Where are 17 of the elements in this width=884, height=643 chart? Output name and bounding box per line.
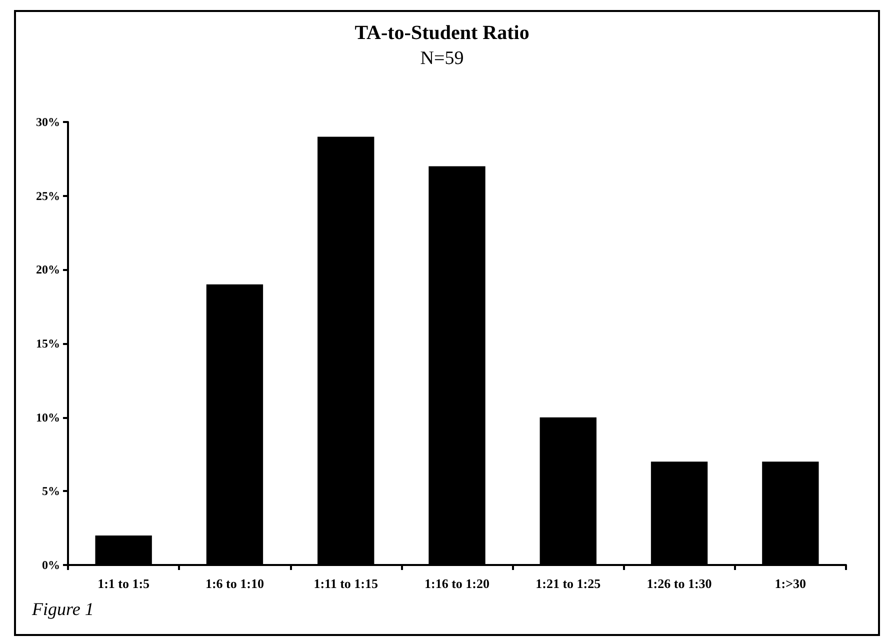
y-tick-label: 25% <box>36 188 60 203</box>
x-tick-label: 1:11 to 1:15 <box>314 576 378 591</box>
y-tick-label: 0% <box>42 558 60 572</box>
y-tick-label: 15% <box>36 336 60 350</box>
x-tick-label: 1:6 to 1:10 <box>205 576 264 591</box>
y-tick-label: 10% <box>36 410 60 424</box>
x-tick-label: 1:16 to 1:20 <box>424 576 490 591</box>
x-tick-label: 1:1 to 1:5 <box>98 576 150 591</box>
y-tick-label: 20% <box>36 262 60 277</box>
y-tick-label: 5% <box>42 484 60 498</box>
chart-subtitle: N=59 <box>420 48 464 69</box>
caption: Figure 1 <box>31 599 94 619</box>
x-tick-label: 1:26 to 1:30 <box>646 576 712 591</box>
chart-title: TA-to-Student Ratio <box>354 22 530 44</box>
y-tick-label: 30% <box>36 115 60 129</box>
x-tick-label: 1:21 to 1:25 <box>536 576 602 591</box>
x-tick-label: 1:>30 <box>774 576 806 591</box>
